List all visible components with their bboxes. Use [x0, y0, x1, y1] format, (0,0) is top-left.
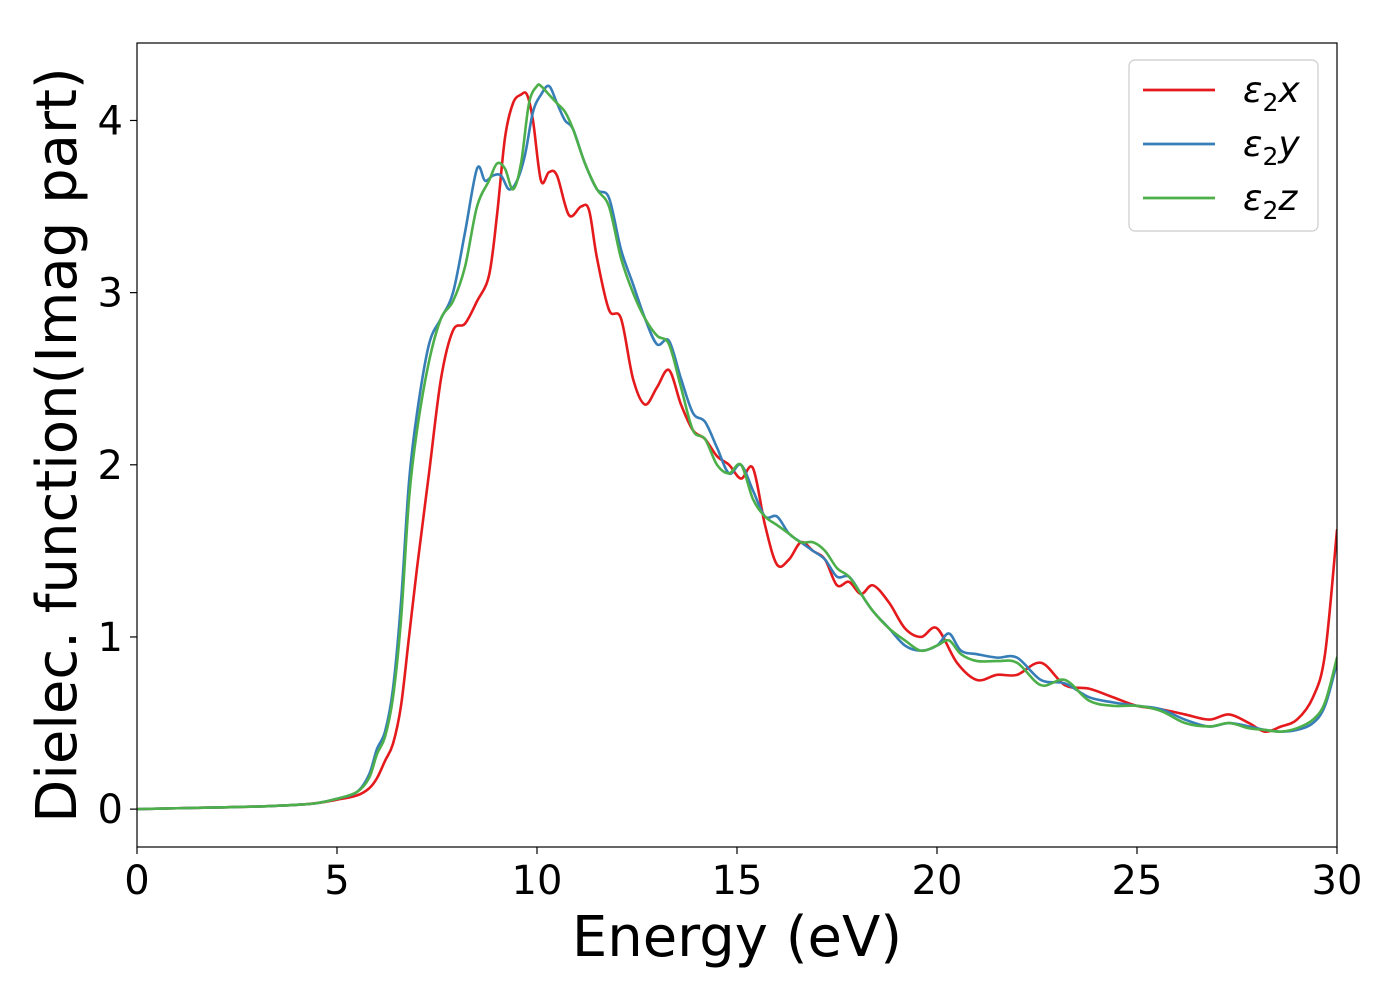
legend-label-sub: 2 [1262, 88, 1278, 117]
legend-label-main: ε [1243, 70, 1262, 111]
y-tick-label: 2 [98, 443, 123, 489]
legend-item-x: ε2x [1143, 70, 1300, 117]
legend-label-tail: x [1277, 70, 1300, 111]
legend-label: ε2y [1243, 124, 1300, 171]
x-axis-label: Energy (eV) [572, 905, 902, 970]
series-line-x [137, 91, 1337, 811]
legend-label: ε2x [1243, 70, 1300, 117]
x-tick-label: 10 [512, 858, 563, 904]
series-line-y [137, 84, 1337, 811]
x-tick-label: 15 [712, 858, 763, 904]
series-line-z [137, 83, 1337, 811]
legend-label-tail: z [1277, 178, 1298, 219]
x-tick-label: 0 [124, 858, 149, 904]
legend-label: ε2z [1243, 178, 1298, 225]
x-tick-label: 5 [324, 858, 349, 904]
x-tick-label: 25 [1112, 858, 1163, 904]
y-tick-label: 1 [98, 615, 123, 661]
y-axis-label: Dielec. function(Imag part) [25, 67, 90, 823]
legend-label-tail: y [1277, 124, 1300, 165]
legend-label-sub: 2 [1262, 142, 1278, 171]
y-tick-label: 4 [98, 98, 123, 144]
legend-label-main: ε [1243, 178, 1262, 219]
y-axis-ticks: 0 1 2 3 4 [98, 98, 137, 833]
y-tick-label: 0 [98, 787, 123, 833]
plot-area-series [137, 83, 1337, 811]
legend-item-y: ε2y [1143, 124, 1300, 171]
legend-label-sub: 2 [1262, 196, 1278, 225]
y-tick-label: 3 [98, 271, 123, 317]
legend-box [1128, 59, 1319, 232]
x-tick-label: 20 [912, 858, 963, 904]
legend-label-main: ε [1243, 124, 1262, 165]
legend-item-z: ε2z [1143, 178, 1298, 225]
x-tick-label: 30 [1312, 858, 1363, 904]
x-axis-ticks: 0 5 10 15 20 25 30 [124, 847, 1362, 904]
